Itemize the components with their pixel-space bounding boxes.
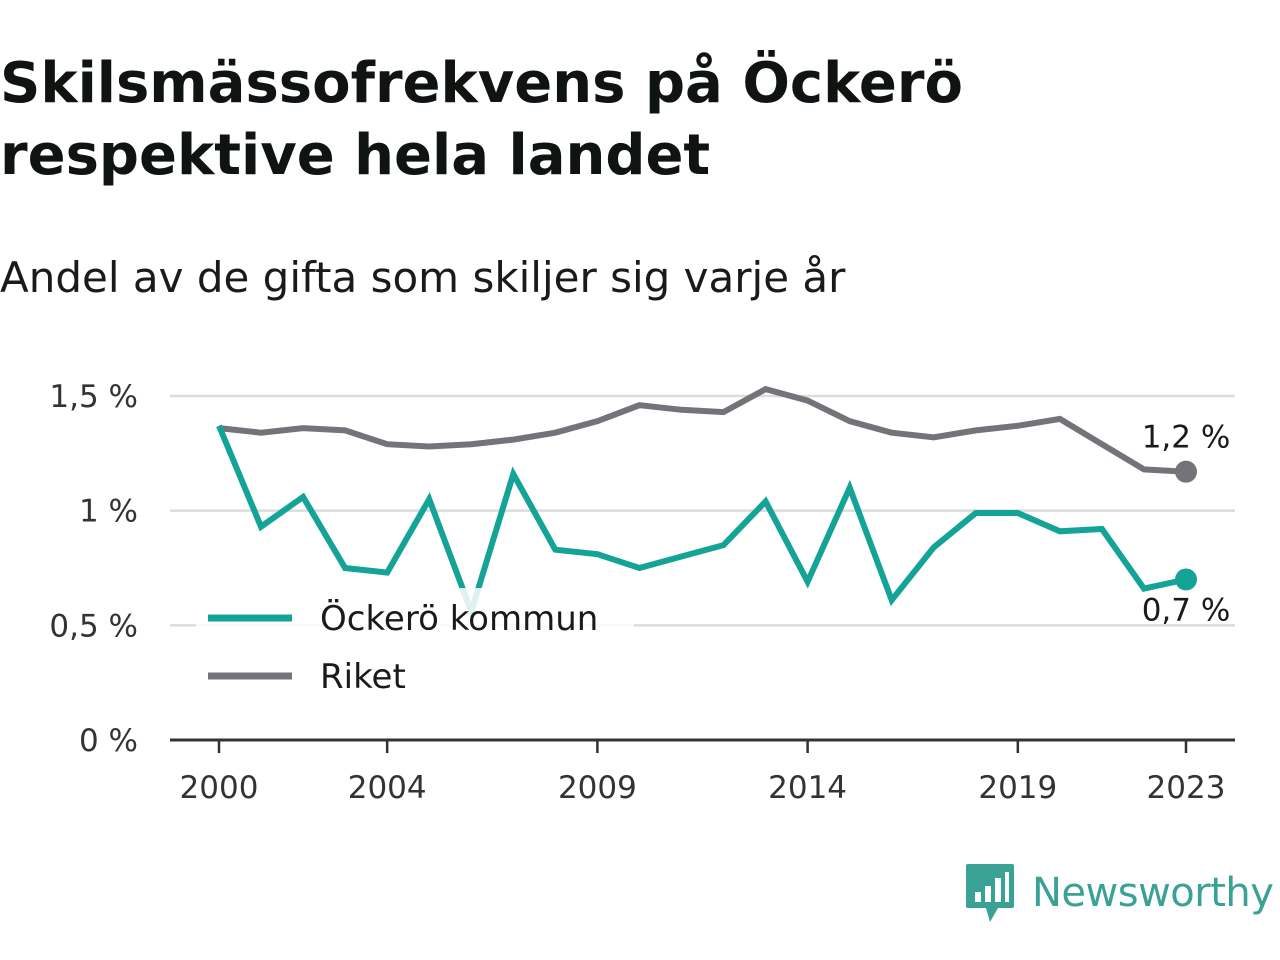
x-tick-label: 2004 (348, 770, 427, 806)
brand-name: Newsworthy (1032, 870, 1274, 916)
series-line-riket (218, 385, 1187, 475)
series-end-point (1175, 460, 1197, 483)
x-tick-label: 2019 (978, 770, 1057, 806)
legend-label: Öckerö kommun (320, 598, 598, 639)
y-tick-label: 0,5 % (49, 608, 138, 644)
legend-background (196, 588, 634, 710)
y-tick-label: 1 % (79, 494, 138, 530)
series-lines (216, 385, 1197, 621)
legend-label: Riket (320, 657, 406, 697)
x-tick-label: 2014 (768, 770, 847, 806)
chart-title: Skilsmässofrekvens på Öckerö respektive … (0, 51, 963, 188)
newsworthy-brand: Newsworthy (964, 862, 1274, 924)
legend: Öckerö kommun Riket (208, 598, 598, 697)
axes: 0 % 0,5 % 1 % 1,5 % 2000 2004 2009 2014 2019 2023 (49, 379, 1235, 806)
x-tick-label: 2000 (180, 770, 259, 806)
end-value-label: 1,2 % (1142, 420, 1231, 456)
chart-subtitle: Andel av de gifta som skiljer sig varje … (0, 253, 846, 302)
series-line-ockero (216, 424, 1187, 621)
end-labels: 0,7 % 1,2 % (1142, 420, 1231, 629)
x-tick-label: 2023 (1147, 770, 1226, 806)
series-end-point (1175, 568, 1197, 591)
x-tick-label: 2009 (558, 770, 637, 806)
newsworthy-logo-icon (966, 864, 1014, 922)
y-tick-label: 0 % (79, 723, 138, 759)
end-value-label: 0,7 % (1142, 592, 1231, 628)
y-tick-label: 1,5 % (49, 379, 138, 415)
